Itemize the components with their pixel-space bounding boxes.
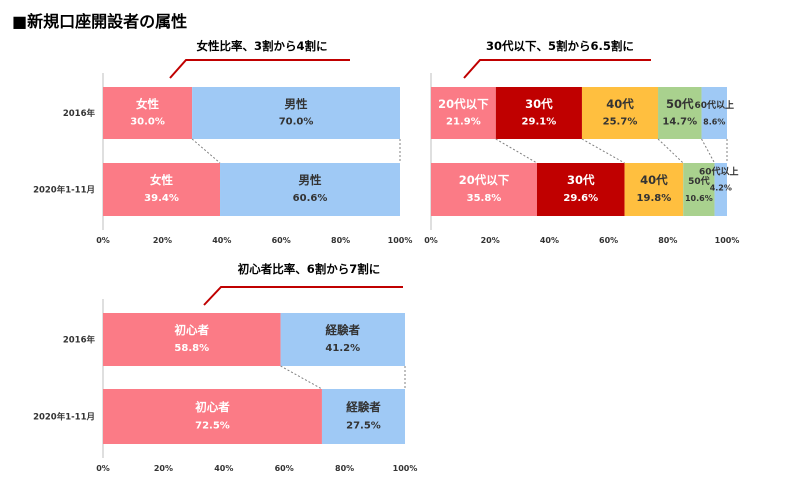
data-label: 72.5% xyxy=(195,421,230,432)
segment-name-label: 20代以下 xyxy=(438,97,489,111)
bar-segment xyxy=(624,163,684,216)
x-tick-label: 0% xyxy=(96,464,110,473)
x-tick-label: 20% xyxy=(153,236,172,245)
data-label: 29.6% xyxy=(563,193,598,204)
bar-segment xyxy=(103,87,193,139)
page-title: ■新規口座開設者の属性 xyxy=(12,12,188,31)
segment-name-label: 40代 xyxy=(640,173,668,187)
segment-name-label: 60代以上 xyxy=(695,99,735,111)
segment-name-label: 30代 xyxy=(525,97,553,111)
bar-segment xyxy=(280,313,405,366)
x-tick-label: 80% xyxy=(658,236,677,245)
segment-name-label: 50代 xyxy=(666,97,694,111)
x-tick-label: 20% xyxy=(481,236,500,245)
bar-segment xyxy=(321,389,405,444)
x-tick-label: 0% xyxy=(424,236,438,245)
bar-segment xyxy=(103,313,281,366)
bar-segment xyxy=(701,87,727,139)
segment-name-label: 男性 xyxy=(299,173,322,187)
connector-line xyxy=(280,365,323,390)
x-tick-label: 20% xyxy=(154,464,173,473)
x-tick-label: 80% xyxy=(335,464,354,473)
bar-segment xyxy=(220,163,400,216)
x-tick-label: 80% xyxy=(331,236,350,245)
data-label: 10.6% xyxy=(685,194,713,203)
data-label: 41.2% xyxy=(325,343,360,354)
bar-segment xyxy=(103,163,221,216)
data-label: 21.9% xyxy=(446,116,481,127)
segment-name-label: 40代 xyxy=(606,97,634,111)
bar-segment xyxy=(581,87,659,139)
x-tick-label: 100% xyxy=(715,236,740,245)
annotation-line xyxy=(169,59,350,79)
x-tick-label: 100% xyxy=(388,236,413,245)
category-label: 2020年1-11月 xyxy=(33,185,95,196)
segment-name-label: 初心者 xyxy=(195,400,230,414)
data-label: 39.4% xyxy=(144,193,179,204)
chart-3: 初心者比率、6割から7割に 0% 20% 40% 60% 80% 100% 2016年 2020… xyxy=(33,262,417,473)
segment-name-label: 女性 xyxy=(136,97,159,111)
connector-line xyxy=(657,138,684,164)
segment-name-label: 60代以上 xyxy=(699,166,739,178)
bar-segment xyxy=(192,87,400,139)
bar-segment xyxy=(431,163,537,216)
data-label: 8.6% xyxy=(703,117,725,126)
data-label: 14.7% xyxy=(662,116,697,127)
annotation-text: 初心者比率、6割から7割に xyxy=(238,262,381,276)
data-label: 27.5% xyxy=(346,421,381,432)
chart-1: 女性比率、3割から4割に 0% 20% 40% 60% 80% 100% 2016年 2020年… xyxy=(33,39,412,245)
bar-segment xyxy=(658,87,702,139)
data-label: 60.6% xyxy=(293,193,328,204)
x-tick-label: 60% xyxy=(272,236,291,245)
connector-line xyxy=(495,138,538,164)
data-label: 19.8% xyxy=(637,193,672,204)
annotation-text: 女性比率、3割から4割に xyxy=(196,39,327,53)
data-label: 58.8% xyxy=(174,343,209,354)
x-tick-label: 0% xyxy=(96,236,110,245)
data-label: 4.2% xyxy=(710,184,732,193)
data-label: 25.7% xyxy=(603,116,638,127)
bar-segment xyxy=(495,87,582,139)
connector-line xyxy=(701,138,716,164)
category-label: 2016年 xyxy=(63,335,96,346)
annotation-text: 30代以下、5割から6.5割に xyxy=(486,39,634,53)
segment-name-label: 30代 xyxy=(567,173,595,187)
x-tick-label: 40% xyxy=(540,236,559,245)
connector-line xyxy=(581,138,625,164)
data-label: 70.0% xyxy=(279,116,314,127)
bar-segment xyxy=(431,87,496,139)
chart-2: 30代以下、5割から6.5割に 0% 20% 40% 60% 80% 100% 20代以下 21… xyxy=(424,39,739,245)
bar-segment xyxy=(714,163,727,216)
bar-segment xyxy=(103,389,322,444)
segment-name-label: 経験者 xyxy=(346,400,381,414)
data-label: 30.0% xyxy=(130,116,165,127)
x-tick-label: 100% xyxy=(393,464,418,473)
x-tick-label: 40% xyxy=(212,236,231,245)
data-label: 35.8% xyxy=(467,193,502,204)
data-label: 29.1% xyxy=(522,116,557,127)
x-tick-label: 60% xyxy=(275,464,294,473)
annotation-line xyxy=(203,286,403,306)
annotation-line xyxy=(463,59,651,79)
category-label: 2016年 xyxy=(63,108,96,119)
connector-line xyxy=(191,138,221,164)
segment-name-label: 20代以下 xyxy=(459,173,510,187)
x-tick-label: 40% xyxy=(214,464,233,473)
bar-segment xyxy=(536,163,625,216)
x-tick-label: 60% xyxy=(599,236,618,245)
segment-name-label: 初心者 xyxy=(175,323,210,337)
segment-name-label: 50代 xyxy=(688,175,710,187)
segment-name-label: 男性 xyxy=(285,97,308,111)
bar-segment xyxy=(683,163,715,216)
segment-name-label: 経験者 xyxy=(326,323,361,337)
segment-name-label: 女性 xyxy=(150,173,173,187)
category-label: 2020年1-11月 xyxy=(33,412,95,423)
